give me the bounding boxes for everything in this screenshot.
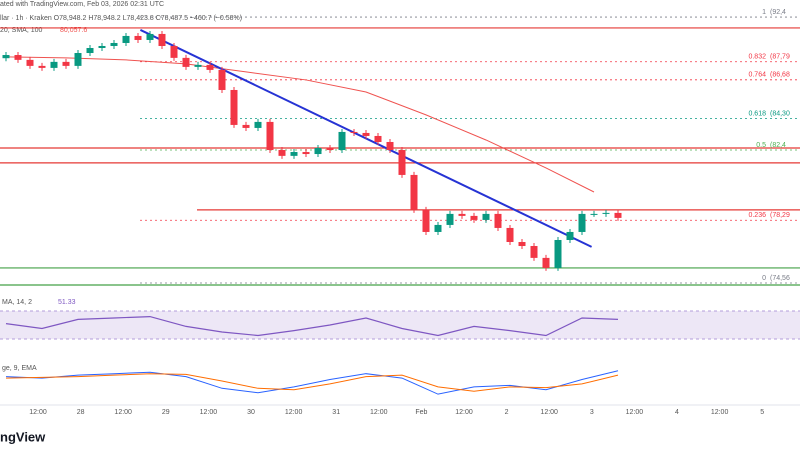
symbol-line: llar · 1h · Kraken O78,948.2 H78,948.2 L… <box>0 15 242 22</box>
candle-body <box>14 55 22 60</box>
fib-label: (74,56 <box>770 275 790 282</box>
candle-body <box>206 64 214 70</box>
x-tick-label: 12:00 <box>455 409 473 416</box>
fib-label: (84,30 <box>770 110 790 117</box>
candle-body <box>242 124 250 128</box>
x-tick-label: 12:00 <box>711 409 729 416</box>
candle-body <box>50 61 58 68</box>
macd-label: ge, 9, EMA <box>2 365 37 372</box>
candle-body <box>434 224 442 232</box>
fib-label: (86,68 <box>770 72 790 79</box>
fib-ratio: 0.764 <box>748 72 766 79</box>
candle-body <box>194 64 202 67</box>
candle-body <box>362 132 370 136</box>
x-tick-label: 4 <box>675 409 679 416</box>
candle-body <box>446 213 454 225</box>
candle-body <box>158 33 166 46</box>
candle-body <box>410 174 418 210</box>
candle-body <box>458 213 466 216</box>
rsi-value: 51.33 <box>58 299 76 306</box>
x-tick-label: 12:00 <box>200 409 218 416</box>
candle-body <box>146 33 154 40</box>
rsi-label: MA, 14, 2 <box>2 299 32 306</box>
candle-body <box>314 148 322 155</box>
ma-label: 20, SMA, 100 <box>0 27 43 34</box>
fib-ratio: 0.236 <box>748 212 766 219</box>
candle-body <box>482 213 490 220</box>
x-tick-label: 30 <box>247 409 255 416</box>
ma-value: 80,057.6 <box>60 27 87 34</box>
candle-body <box>86 47 94 54</box>
fib-label: (87,79 <box>770 54 790 61</box>
x-tick-label: 12:00 <box>29 409 47 416</box>
candle-body <box>278 150 286 156</box>
x-tick-label: 12:00 <box>114 409 132 416</box>
x-tick-label: 5 <box>760 409 764 416</box>
x-tick-label: 31 <box>332 409 340 416</box>
candle-body <box>26 59 34 66</box>
fib-label: (78,29 <box>770 212 790 219</box>
candle-body <box>530 246 538 258</box>
candle-body <box>134 35 142 40</box>
candle-body <box>170 45 178 58</box>
candle-body <box>302 152 310 155</box>
fib-ratio: 0.5 <box>756 142 766 149</box>
x-tick-label: 29 <box>162 409 170 416</box>
x-tick-label: 12:00 <box>540 409 558 416</box>
rsi-line <box>5 315 619 337</box>
candle-body <box>182 57 190 67</box>
candle-body <box>554 239 562 268</box>
x-tick-label: 12:00 <box>626 409 644 416</box>
fib-ratio: 1 <box>762 9 766 16</box>
x-tick-label: 28 <box>77 409 85 416</box>
candle-body <box>494 213 502 228</box>
fib-ratio: 0.618 <box>748 110 766 117</box>
candle-body <box>62 61 70 66</box>
fib-label: (92,4 <box>770 9 786 16</box>
candle-body <box>614 212 622 218</box>
candle-body <box>326 148 334 151</box>
candle-body <box>542 257 550 268</box>
candle-body <box>122 35 130 43</box>
candle-body <box>566 231 574 240</box>
x-tick-label: 12:00 <box>285 409 303 416</box>
macd-line <box>5 370 619 395</box>
candle-body <box>350 131 358 133</box>
fib-label: (82,4 <box>770 142 786 149</box>
candle-body <box>266 121 274 151</box>
x-tick-label: 12:00 <box>370 409 388 416</box>
candle-body <box>470 215 478 220</box>
macd-line <box>5 373 619 392</box>
x-tick-label: 2 <box>505 409 509 416</box>
candle-body <box>110 42 118 46</box>
candle-body <box>518 241 526 247</box>
brand: ngView <box>0 429 46 444</box>
candle-body <box>398 150 406 175</box>
x-tick-label: Feb <box>415 409 427 416</box>
candle-body <box>218 69 226 90</box>
candle-body <box>254 121 262 128</box>
candle-body <box>98 45 106 48</box>
candle-body <box>386 141 394 151</box>
candle-body <box>2 55 10 59</box>
header: ated with TradingView.com, Feb 03, 2026 … <box>0 1 164 8</box>
candle-body <box>38 65 46 68</box>
candle-body <box>506 227 514 242</box>
candle-body <box>230 89 238 125</box>
candle-body <box>338 131 346 151</box>
candle-body <box>422 209 430 232</box>
candle-body <box>374 135 382 142</box>
candle-body <box>578 213 586 232</box>
rsi-band <box>0 311 800 339</box>
candle-body <box>602 212 610 214</box>
fib-ratio: 0.832 <box>748 54 766 61</box>
sma-line <box>5 56 595 193</box>
x-tick-label: 3 <box>590 409 594 416</box>
candle-body <box>290 152 298 156</box>
fib-ratio: 0 <box>762 275 766 282</box>
candle-body <box>590 213 598 215</box>
candle-body <box>74 53 82 66</box>
